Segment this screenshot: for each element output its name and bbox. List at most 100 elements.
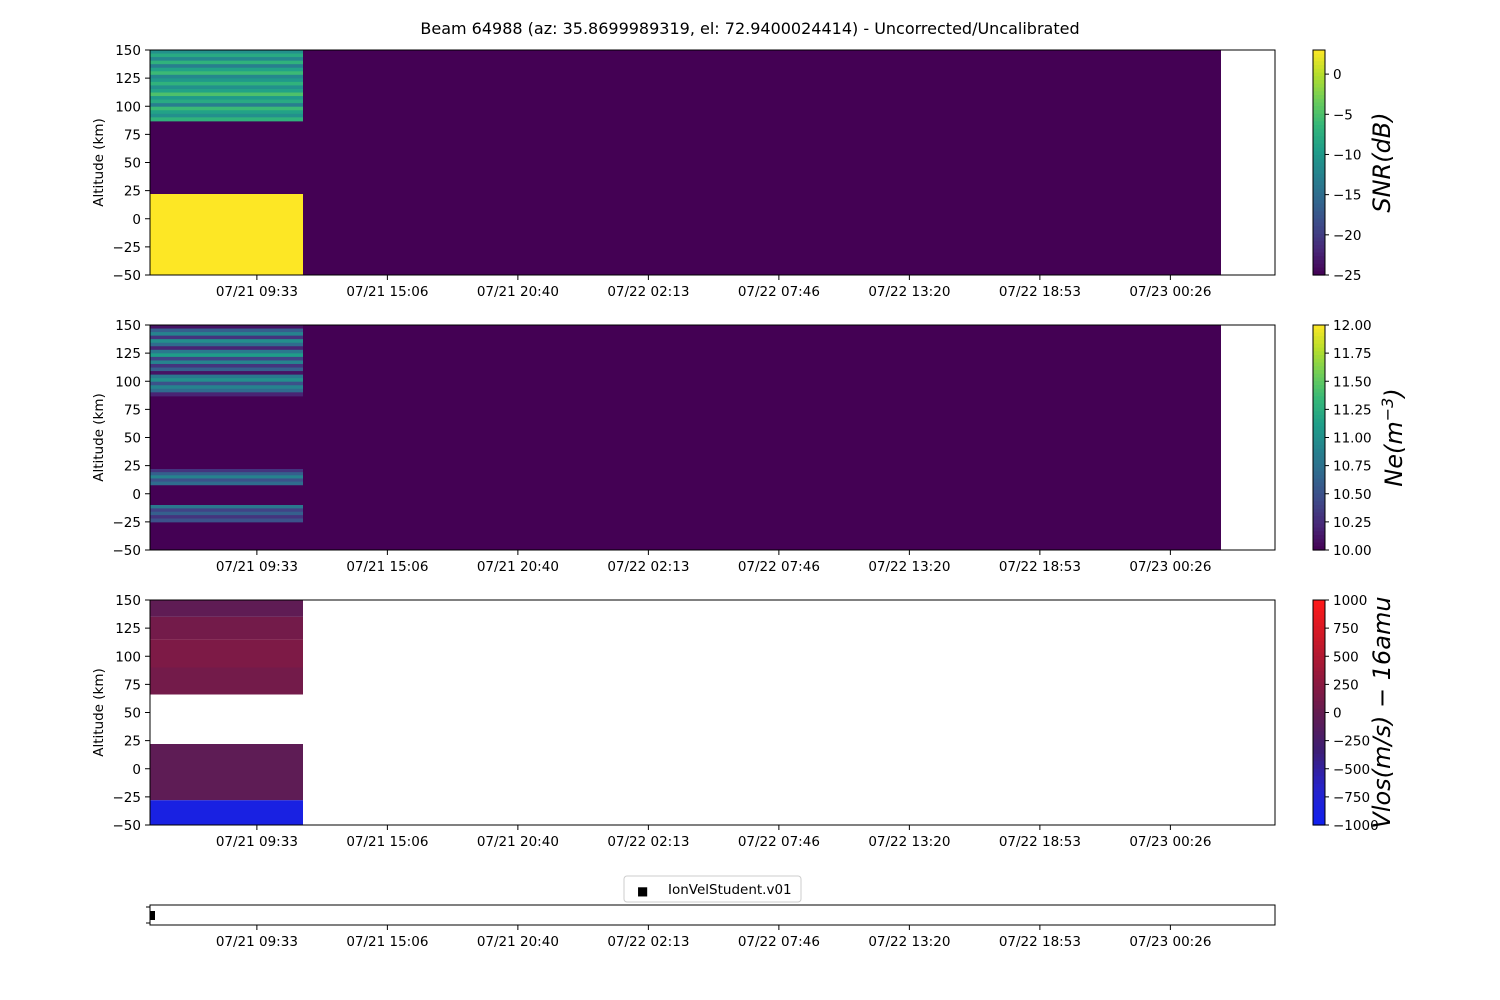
colorbar-tick-label: 12.00 — [1333, 318, 1372, 334]
colorbar-tick-label: 10.75 — [1333, 459, 1372, 475]
heatmap-cell — [150, 78, 303, 83]
colorbar-segment — [1313, 422, 1325, 427]
colorbar-segment — [1313, 768, 1325, 774]
x-tick-label: 07/21 20:40 — [477, 284, 559, 300]
x-tick-label: 07/22 18:53 — [999, 834, 1081, 850]
colorbar-segment — [1313, 136, 1325, 141]
colorbar-segment — [1313, 147, 1325, 152]
colorbar-segment — [1313, 810, 1325, 815]
y-tick-label: 125 — [115, 71, 141, 87]
colorbar-segment — [1313, 241, 1325, 246]
colorbar-segment — [1313, 396, 1325, 401]
colorbar-segment — [1313, 113, 1325, 119]
colorbar-segment — [1313, 87, 1325, 92]
x-tick-label: 07/22 13:20 — [868, 934, 950, 950]
colorbar-segment — [1313, 776, 1325, 781]
y-tick-label: −25 — [113, 790, 142, 806]
colorbar-segment — [1313, 802, 1325, 807]
colorbar-segment — [1313, 192, 1325, 197]
heatmap-cell — [150, 332, 303, 337]
heatmap-cell — [150, 360, 303, 365]
x-tick-label: 07/21 09:33 — [216, 834, 298, 850]
heatmap-cell — [150, 117, 303, 122]
legend: ■ IonVelStudent.v01 — [623, 875, 802, 903]
colorbar-segment — [1313, 645, 1325, 650]
x-tick-label: 07/22 02:13 — [607, 834, 689, 850]
colorbar-vlos: 1000 750 500 250 0 −250 −500 −750 −1000Vlos(m/s)… — [1312, 593, 1396, 834]
heatmap-cell — [150, 110, 303, 115]
colorbar-segment — [1313, 76, 1325, 81]
colorbar-segment — [1313, 430, 1325, 435]
colorbar-tick-label: 11.00 — [1333, 431, 1372, 447]
status-marker — [150, 911, 155, 920]
colorbar-segment — [1313, 456, 1325, 461]
y-tick-label: 25 — [124, 184, 141, 200]
colorbar-segment — [1313, 448, 1325, 454]
heatmap-background — [150, 50, 1221, 275]
x-tick-label: 07/22 07:46 — [738, 284, 820, 300]
y-tick-label: 100 — [115, 374, 141, 390]
heatmap-cell — [150, 328, 303, 333]
colorbar-segment — [1313, 271, 1325, 276]
y-tick-label: 150 — [115, 318, 141, 334]
colorbar-segment — [1313, 603, 1325, 609]
colorbar-segment — [1313, 57, 1325, 62]
colorbar-segment — [1313, 61, 1325, 66]
colorbar-segment — [1313, 615, 1325, 620]
heatmap-cell — [150, 600, 303, 617]
x-tick-label: 07/22 13:20 — [868, 284, 950, 300]
y-tick-label: 0 — [132, 212, 141, 228]
heatmap-cell — [150, 667, 303, 695]
colorbar-segment — [1313, 65, 1325, 70]
heatmap-cell — [150, 363, 303, 369]
colorbar-segment — [1313, 91, 1325, 96]
colorbar-segment — [1313, 482, 1325, 487]
colorbar-segment — [1313, 516, 1325, 521]
heatmap-cell — [150, 99, 303, 104]
colorbar-segment — [1313, 211, 1325, 216]
heatmap-cell — [150, 349, 303, 354]
colorbar-tick-label: −5 — [1333, 107, 1353, 123]
colorbar-segment — [1313, 607, 1325, 612]
colorbar-segment — [1313, 527, 1325, 532]
colorbar-tick-label: −750 — [1333, 790, 1370, 806]
y-tick-label: 50 — [124, 431, 141, 447]
colorbar-segment — [1313, 188, 1325, 194]
x-tick-label: 07/22 18:53 — [999, 934, 1081, 950]
x-tick-label: 07/21 09:33 — [216, 284, 298, 300]
colorbar-segment — [1313, 505, 1325, 510]
colorbar-segment — [1313, 98, 1325, 104]
colorbar-ne: 12.00 11.75 11.50 11.25 11.00 10.75 10.50 10.25… — [1312, 318, 1408, 559]
colorbar-tick-label: −1000 — [1333, 818, 1379, 834]
x-tick-label: 07/21 09:33 — [216, 934, 298, 950]
heatmap-cell — [150, 388, 303, 393]
y-tick-label: 75 — [124, 677, 141, 693]
heatmap-cell — [150, 515, 303, 519]
colorbar-segment — [1313, 355, 1325, 360]
colorbar-segment — [1313, 237, 1325, 242]
colorbar-segment — [1313, 746, 1325, 751]
colorbar-segment — [1313, 501, 1325, 506]
colorbar-segment — [1313, 791, 1325, 796]
colorbar-segment — [1313, 798, 1325, 804]
colorbar-tick-label: 11.50 — [1333, 374, 1372, 390]
colorbar-segment — [1313, 535, 1325, 540]
colorbar-tick-label: 10.25 — [1333, 515, 1372, 531]
legend-label: IonVelStudent.v01 — [668, 882, 792, 898]
colorbar-segment — [1313, 508, 1325, 514]
x-tick-label: 07/23 00:26 — [1129, 284, 1211, 300]
colorbar-tick-label: 0 — [1333, 706, 1342, 722]
colorbar-segment — [1313, 626, 1325, 631]
y-tick-label: 75 — [124, 127, 141, 143]
colorbar-segment — [1313, 660, 1325, 665]
x-tick-label: 07/22 02:13 — [607, 284, 689, 300]
x-tick-label: 07/22 07:46 — [738, 834, 820, 850]
colorbar-segment — [1313, 340, 1325, 345]
heatmap-cell — [150, 92, 303, 97]
x-tick-label: 07/23 00:26 — [1129, 834, 1211, 850]
colorbar-segment — [1313, 128, 1325, 134]
heatmap-cell — [150, 744, 303, 801]
colorbar-segment — [1313, 618, 1325, 624]
y-tick-label: −25 — [113, 515, 142, 531]
